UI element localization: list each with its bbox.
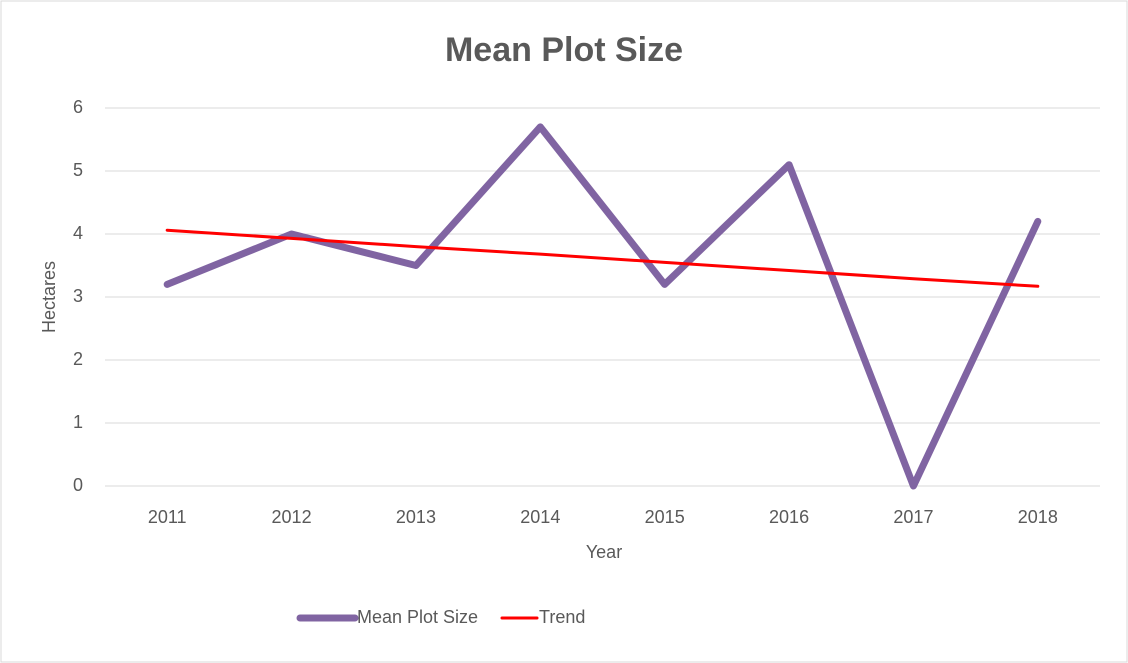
chart-title: Mean Plot Size — [445, 31, 683, 69]
y-tick-label: 2 — [73, 349, 83, 369]
series-line — [165, 228, 1040, 288]
x-tick-label: 2018 — [1018, 507, 1058, 527]
x-tick-label: 2014 — [520, 507, 560, 527]
x-tick-label: 2013 — [396, 507, 436, 527]
x-tick-label: 2011 — [148, 507, 187, 527]
y-tick-label: 1 — [73, 412, 83, 432]
y-tick-label: 0 — [73, 475, 83, 495]
x-tick-label: 2016 — [769, 507, 809, 527]
y-tick-label: 3 — [73, 286, 83, 306]
y-tick-label: 4 — [73, 223, 83, 243]
x-tick-label: 2012 — [272, 507, 312, 527]
y-tick-label: 5 — [73, 160, 83, 180]
y-tick-label: 6 — [73, 97, 83, 117]
y-axis-label: Hectares — [39, 261, 59, 333]
legend-label: Trend — [539, 607, 585, 627]
x-axis-label: Year — [586, 542, 622, 562]
x-tick-label: 2015 — [645, 507, 685, 527]
legend-label: Mean Plot Size — [357, 607, 478, 627]
x-tick-label: 2017 — [893, 507, 933, 527]
